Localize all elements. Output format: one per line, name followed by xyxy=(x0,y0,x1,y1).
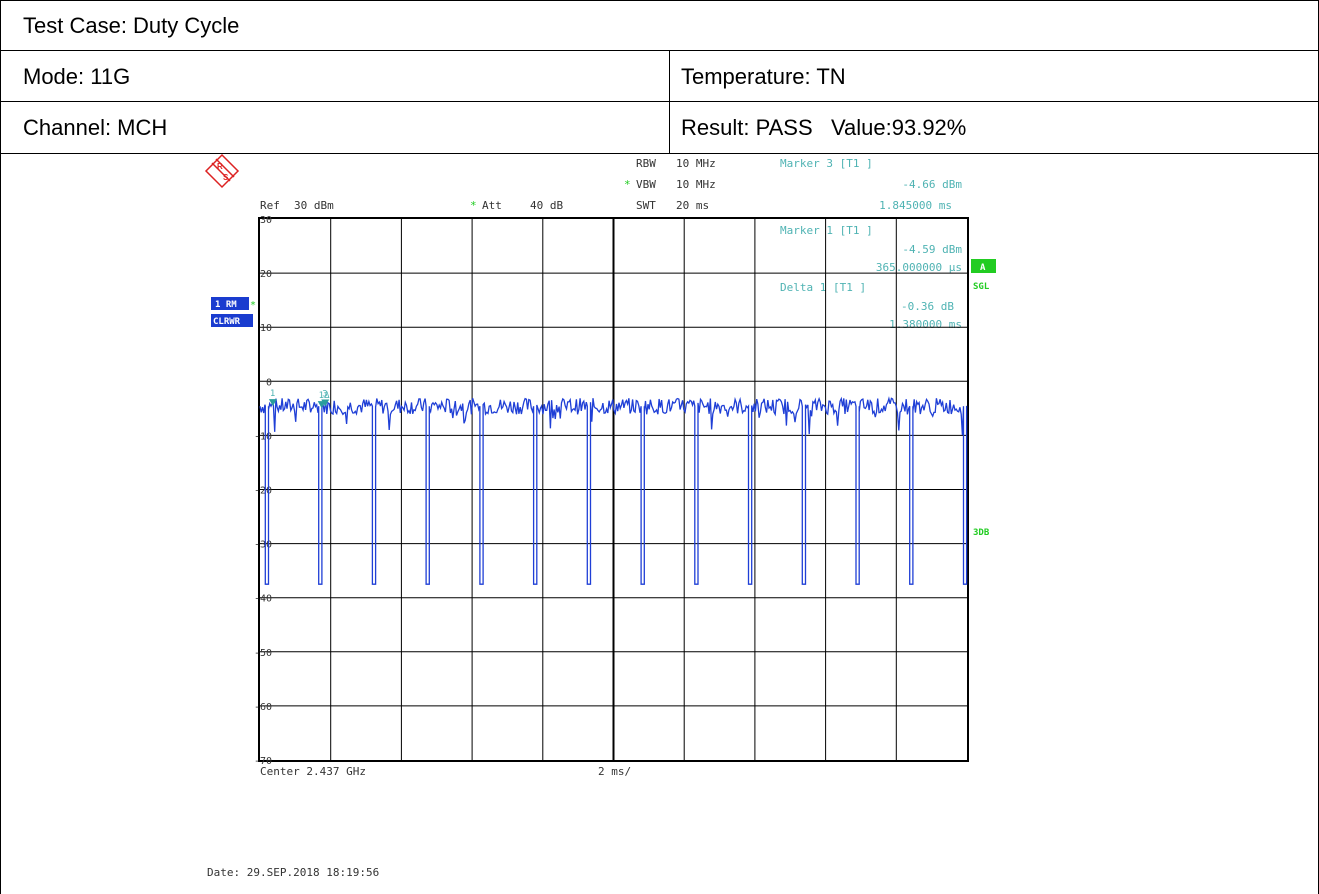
span-per-div-label: 2 ms/ xyxy=(598,765,631,778)
y-tick-label: -50 xyxy=(254,648,272,659)
trace-group xyxy=(259,396,968,585)
side-badge-sgl: SGL xyxy=(973,282,990,292)
delta1-title: Delta 1 [T1 ] xyxy=(780,281,866,294)
att-label: Att xyxy=(482,199,502,212)
marker3-level: -4.66 dBm xyxy=(902,178,962,191)
marker-tag: 1 xyxy=(270,389,275,399)
side-badge-3db: 3DB xyxy=(973,528,990,538)
rbw-value: 10 MHz xyxy=(676,157,716,170)
date-label: Date: 29.SEP.2018 18:19:56 xyxy=(207,866,379,879)
marker3-title: Marker 3 [T1 ] xyxy=(780,157,873,170)
svg-text:S: S xyxy=(223,173,229,182)
rbw-label: RBW xyxy=(636,157,656,170)
plot-frame xyxy=(258,217,969,762)
marker-tag: 3 xyxy=(322,390,327,400)
temperature-label: Temperature: TN xyxy=(681,64,846,89)
y-tick-label: 10 xyxy=(260,323,272,334)
marker1-level: -4.59 dBm xyxy=(902,243,962,256)
ref-value: 30 dBm xyxy=(294,199,334,212)
marker-group: 1 1Δ3 xyxy=(268,389,330,409)
marker1-time: 365.000000 µs xyxy=(876,261,962,274)
delta1-time: 1.380000 ms xyxy=(889,318,962,331)
spectrum-analyzer-plot: R S RBW 10 MHz * VBW 10 MHz SWT 20 ms Re… xyxy=(204,153,996,879)
marker1-title: Marker 1 [T1 ] xyxy=(780,224,873,237)
vbw-star: * xyxy=(624,178,631,191)
vbw-label: VBW xyxy=(636,178,656,191)
ref-label: Ref xyxy=(260,199,280,212)
center-frequency-label: Center 2.437 GHz xyxy=(260,765,366,778)
trace-badge-star: * xyxy=(250,300,256,311)
marker-triangle xyxy=(268,399,277,407)
trace-badge-rm: 1 RM xyxy=(215,300,237,310)
att-value: 40 dB xyxy=(530,199,563,212)
channel-label: Channel: MCH xyxy=(23,115,168,140)
vbw-value: 10 MHz xyxy=(676,178,716,191)
marker3-time: 1.845000 ms xyxy=(879,199,952,212)
y-tick-label: -30 xyxy=(254,540,272,551)
side-badge-a: A xyxy=(980,263,986,273)
grid-lines xyxy=(260,219,967,760)
swt-label: SWT xyxy=(636,199,656,212)
marker-tag: 1Δ xyxy=(319,391,330,401)
plot-cell xyxy=(0,153,1319,894)
trace-badge-clrwr: CLRWR xyxy=(213,317,241,327)
test-case-label: Test Case: Duty Cycle xyxy=(23,13,240,38)
mode-label: Mode: 11G xyxy=(23,64,131,89)
measurement-trace xyxy=(259,396,968,585)
trace-badge: 1 RM * CLRWR xyxy=(211,297,256,327)
y-tick-label: -40 xyxy=(254,594,272,605)
header-cell-mode: Mode: 11G xyxy=(0,50,670,102)
y-tick-label: -20 xyxy=(254,486,272,497)
y-tick-label: 0 xyxy=(266,377,272,388)
delta1-level: -0.36 dB xyxy=(901,300,954,313)
svg-text:R: R xyxy=(217,162,223,171)
header-cell-result: Result: PASS Value:93.92% xyxy=(669,101,1319,154)
swt-value: 20 ms xyxy=(676,199,709,212)
y-tick-label: -70 xyxy=(254,756,272,767)
marker-triangle xyxy=(321,399,330,407)
y-axis-ticks: 30 20 10 0 -10 -20 -30 -40 -50 -60 -70 xyxy=(254,215,272,767)
header-cell-temperature: Temperature: TN xyxy=(669,50,1319,102)
rohde-schwarz-logo-icon: R S xyxy=(204,153,240,189)
y-tick-label: -60 xyxy=(254,702,272,713)
header-cell-channel: Channel: MCH xyxy=(0,101,670,154)
result-label: Result: PASS Value:93.92% xyxy=(681,115,967,140)
y-tick-label: 30 xyxy=(260,215,272,226)
y-tick-label: -10 xyxy=(254,431,272,442)
att-star: * xyxy=(470,199,477,212)
y-tick-label: 20 xyxy=(260,269,272,280)
side-badge-a-box xyxy=(971,259,996,273)
header-row-test-case: Test Case: Duty Cycle xyxy=(0,0,1319,51)
